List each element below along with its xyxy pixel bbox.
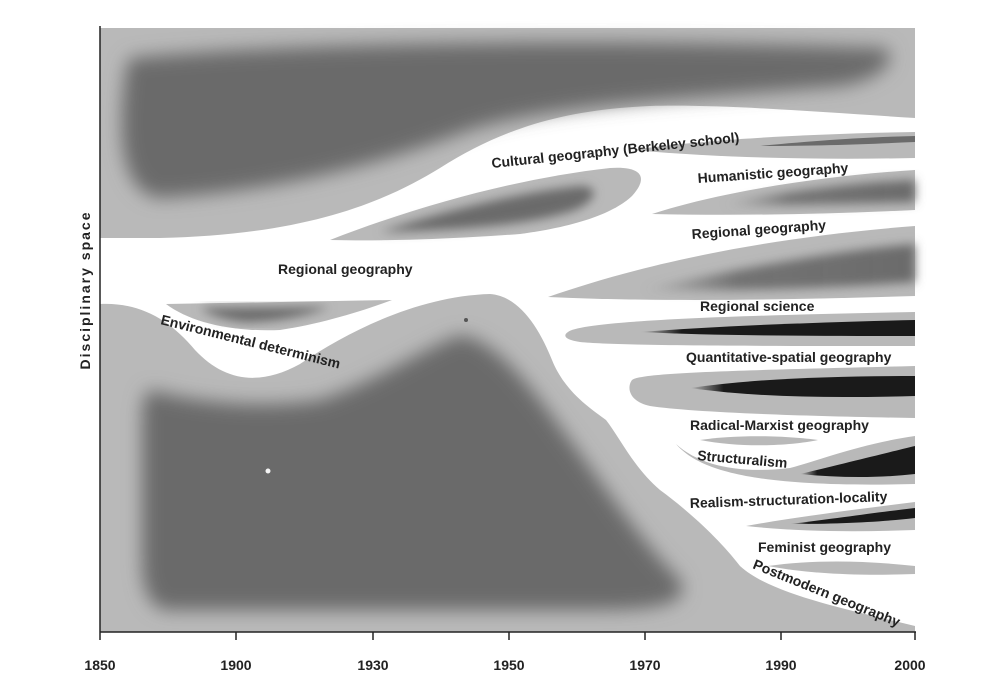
flow-regional-geography-spindle — [330, 167, 641, 241]
flow-environmental-determinism — [166, 300, 392, 331]
flow-structuralism — [676, 436, 915, 485]
x-tick-label: 1990 — [765, 657, 796, 673]
label-realism-structuration-locality: Realism-structuration-locality — [690, 488, 888, 511]
flow-humanistic-top — [632, 132, 915, 159]
label-feminist-geography: Feminist geography — [758, 539, 891, 555]
flow-quantitative-spatial — [629, 366, 915, 418]
x-tick-label: 1950 — [493, 657, 524, 673]
flow-humanistic — [652, 170, 915, 215]
x-tick-label: 2000 — [894, 657, 925, 673]
x-tick-label: 1850 — [84, 657, 115, 673]
flow-bottom-main — [100, 294, 915, 632]
label-regional-science: Regional science — [700, 298, 815, 314]
x-tick-label: 1970 — [629, 657, 660, 673]
axes — [99, 26, 916, 640]
label-regional-geography-center: Regional geography — [278, 261, 413, 277]
flow-regional-science — [565, 312, 915, 346]
x-axis-ticks: 1850 1900 1930 1950 1970 1990 2000 — [84, 657, 925, 673]
flow-feminist — [768, 561, 915, 575]
label-radical-marxist: Radical-Marxist geography — [690, 417, 869, 433]
flow-regional-geography-right — [548, 226, 915, 300]
flow-cultural-geography — [100, 28, 915, 238]
flow-radical-marxist — [700, 436, 818, 446]
label-quantitative-spatial: Quantitative-spatial geography — [686, 349, 892, 365]
label-structuralism: Structuralism — [697, 447, 788, 471]
x-tick-label: 1900 — [220, 657, 251, 673]
x-tick-label: 1930 — [357, 657, 388, 673]
y-axis-title: Disciplinary space — [77, 211, 93, 370]
flow-realism-structuration-locality — [746, 502, 915, 532]
